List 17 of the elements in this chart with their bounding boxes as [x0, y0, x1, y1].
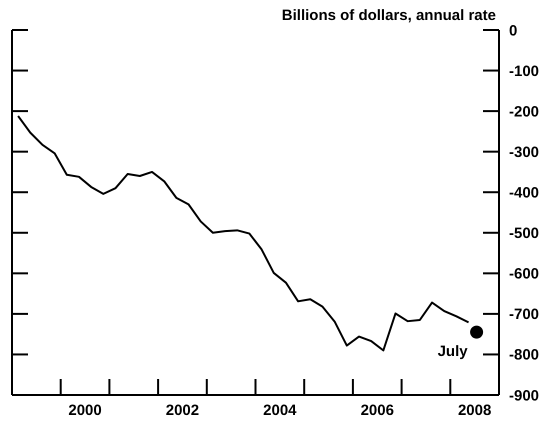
y-tick-label: 0	[509, 22, 518, 40]
y-tick-label: -100	[509, 62, 540, 80]
x-tick-label: 2002	[166, 402, 200, 419]
y-tick-label: -900	[509, 387, 540, 404]
y-tick-label: -400	[509, 184, 540, 202]
y-axis-title: Billions of dollars, annual rate	[282, 7, 496, 24]
annotation: July	[438, 343, 468, 360]
x-tick-label: 2004	[263, 402, 298, 419]
y-tick-label: -800	[509, 346, 540, 364]
y-tick-label: -300	[509, 144, 540, 161]
x-tick-label: 2000	[68, 402, 102, 419]
x-tick-label: 2008	[458, 402, 492, 419]
y-tick-label: -700	[509, 306, 540, 324]
y-tick-label: -500	[509, 225, 540, 242]
y-tick-label: -200	[509, 103, 540, 120]
y-tick-label: -600	[509, 266, 540, 283]
x-tick-label: 2006	[360, 402, 394, 419]
